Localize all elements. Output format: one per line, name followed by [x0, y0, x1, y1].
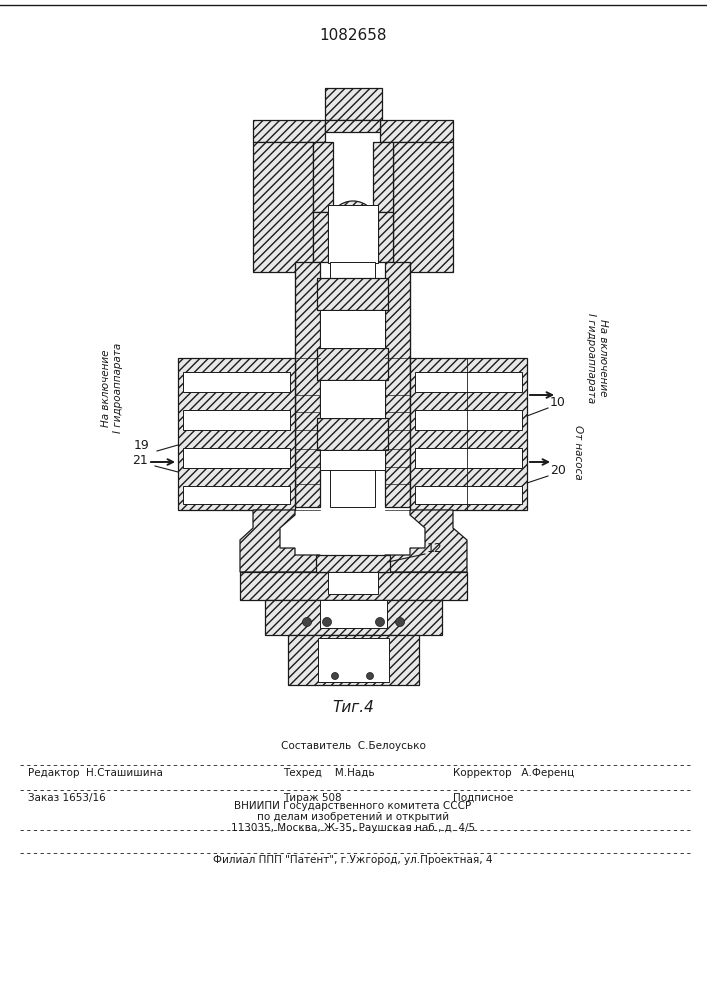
Bar [415, 448, 522, 468]
Circle shape [341, 213, 365, 237]
Text: 21: 21 [132, 454, 148, 467]
Text: 19: 19 [134, 439, 150, 452]
Circle shape [366, 672, 373, 680]
Bar [295, 262, 320, 507]
Circle shape [303, 617, 312, 626]
Polygon shape [240, 510, 467, 572]
Text: 10: 10 [550, 396, 566, 409]
Bar [320, 310, 385, 348]
Text: Корректор   А.Ференц: Корректор А.Ференц [453, 768, 574, 778]
Text: Филиал ППП "Патент", г.Ужгород, ул.Проектная, 4: Филиал ППП "Патент", г.Ужгород, ул.Проек… [214, 855, 493, 865]
Bar [240, 572, 467, 600]
Bar [317, 278, 388, 310]
Text: От насоса: От насоса [573, 425, 583, 479]
Bar [288, 635, 419, 685]
Text: Τиг.4: Τиг.4 [332, 700, 374, 716]
Text: Тираж 508: Тираж 508 [283, 793, 341, 803]
Bar [253, 120, 325, 142]
Circle shape [339, 236, 367, 264]
Bar [380, 120, 453, 142]
Text: Редактор  Н.Сташишина: Редактор Н.Сташишина [28, 768, 163, 778]
Bar [178, 358, 295, 510]
Bar [183, 410, 290, 430]
Text: по делам изобретений и открытий: по делам изобретений и открытий [257, 812, 449, 822]
Bar [415, 372, 522, 392]
Text: 20: 20 [550, 464, 566, 477]
Bar [378, 212, 393, 262]
Bar [320, 450, 385, 470]
Bar [253, 142, 313, 272]
Text: Заказ 1653/16: Заказ 1653/16 [28, 793, 106, 803]
Bar [317, 418, 388, 450]
Bar [393, 142, 453, 272]
Text: ВНИИПИ Государственного комитета СССР: ВНИИПИ Государственного комитета СССР [235, 801, 472, 811]
Bar [265, 600, 442, 635]
Bar [320, 380, 385, 418]
Bar [320, 600, 387, 628]
Bar [410, 358, 527, 510]
Bar [415, 486, 522, 504]
Bar [313, 142, 333, 212]
Bar [385, 262, 410, 507]
Bar [183, 372, 290, 392]
Text: Составитель  С.Белоусько: Составитель С.Белоусько [281, 741, 426, 751]
Text: Техред    М.Надь: Техред М.Надь [283, 768, 375, 778]
Text: На включение
I гидроаппарата: На включение I гидроаппарата [586, 313, 608, 403]
Bar [317, 348, 388, 380]
Circle shape [395, 617, 404, 626]
Bar [415, 410, 522, 430]
Circle shape [329, 201, 377, 249]
Bar [330, 262, 375, 507]
Text: 113035, Москва, Ж-35, Раушская наб., д. 4/5: 113035, Москва, Ж-35, Раушская наб., д. … [231, 823, 475, 833]
Bar [325, 120, 380, 132]
Bar [328, 205, 378, 263]
Bar [328, 572, 378, 594]
Bar [373, 142, 393, 212]
Circle shape [375, 617, 385, 626]
Bar [318, 638, 389, 682]
Bar [325, 88, 382, 120]
Circle shape [322, 617, 332, 626]
Circle shape [332, 672, 339, 680]
Bar [183, 486, 290, 504]
Text: Подписное: Подписное [453, 793, 513, 803]
Bar [316, 555, 390, 572]
Text: На включение
I гидроаппарата: На включение I гидроаппарата [101, 343, 123, 433]
Bar [313, 212, 328, 262]
Text: 12: 12 [427, 542, 443, 555]
Text: 1082658: 1082658 [320, 27, 387, 42]
Bar [183, 448, 290, 468]
